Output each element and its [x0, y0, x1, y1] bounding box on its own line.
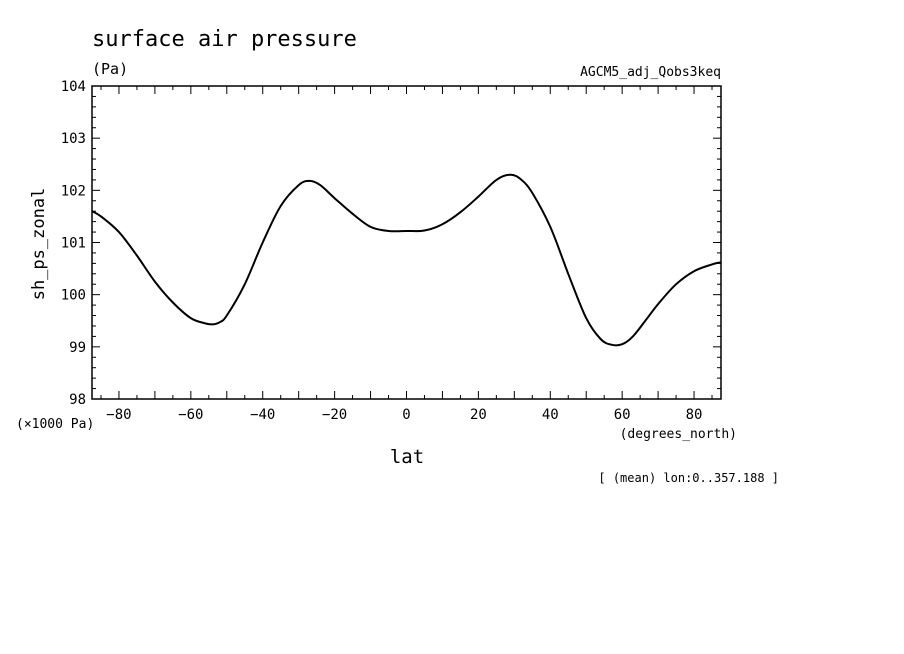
y-axis-tick-labels: 98 99 100 101 102 103 104 [61, 79, 86, 408]
x-axis-ticks [100, 86, 713, 399]
x-units-label: (degrees_north) [620, 427, 737, 442]
y-tick-label: 101 [61, 236, 86, 252]
y-axis-label: sh_ps_zonal [29, 188, 49, 301]
x-tick-label: 20 [470, 407, 487, 423]
x-tick-label: −20 [322, 407, 347, 423]
y-tick-label: 99 [69, 340, 86, 356]
x-tick-label: −40 [250, 407, 275, 423]
y-tick-label: 100 [61, 288, 86, 304]
x-tick-label: 80 [686, 407, 703, 423]
y-scale-note: (×1000 Pa) [16, 417, 94, 432]
y-tick-label: 104 [61, 79, 86, 95]
x-tick-label: 0 [402, 407, 410, 423]
x-tick-label: 60 [614, 407, 631, 423]
x-tick-label: −80 [106, 407, 131, 423]
units-label: (Pa) [92, 60, 128, 78]
x-axis-tick-labels: −80 −60 −40 −20 0 20 40 60 80 [106, 407, 702, 423]
chart-title: surface air pressure [92, 27, 357, 52]
series-line [91, 173, 722, 347]
x-tick-label: 40 [542, 407, 559, 423]
y-axis-ticks [92, 95, 721, 390]
x-tick-label: −60 [178, 407, 203, 423]
plot-frame [91, 85, 722, 400]
y-tick-label: 98 [69, 392, 86, 408]
dataset-label: AGCM5_adj_Qobs3keq [580, 65, 721, 80]
y-tick-label: 103 [61, 131, 86, 147]
footnote: [ (mean) lon:0..357.188 ] [598, 471, 779, 485]
y-tick-label: 102 [61, 183, 86, 199]
x-axis-label: lat [390, 446, 424, 468]
